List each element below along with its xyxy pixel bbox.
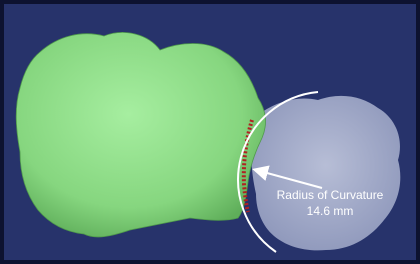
green-bone-model	[16, 32, 265, 236]
annotation-measurement: 14.6 mm	[307, 204, 354, 218]
annotation-label: Radius of Curvature	[277, 188, 384, 202]
page: {"annotation": {"label": "Radius of Curv…	[0, 0, 420, 264]
render-view: Radius of Curvature 14.6 mm	[0, 0, 420, 264]
